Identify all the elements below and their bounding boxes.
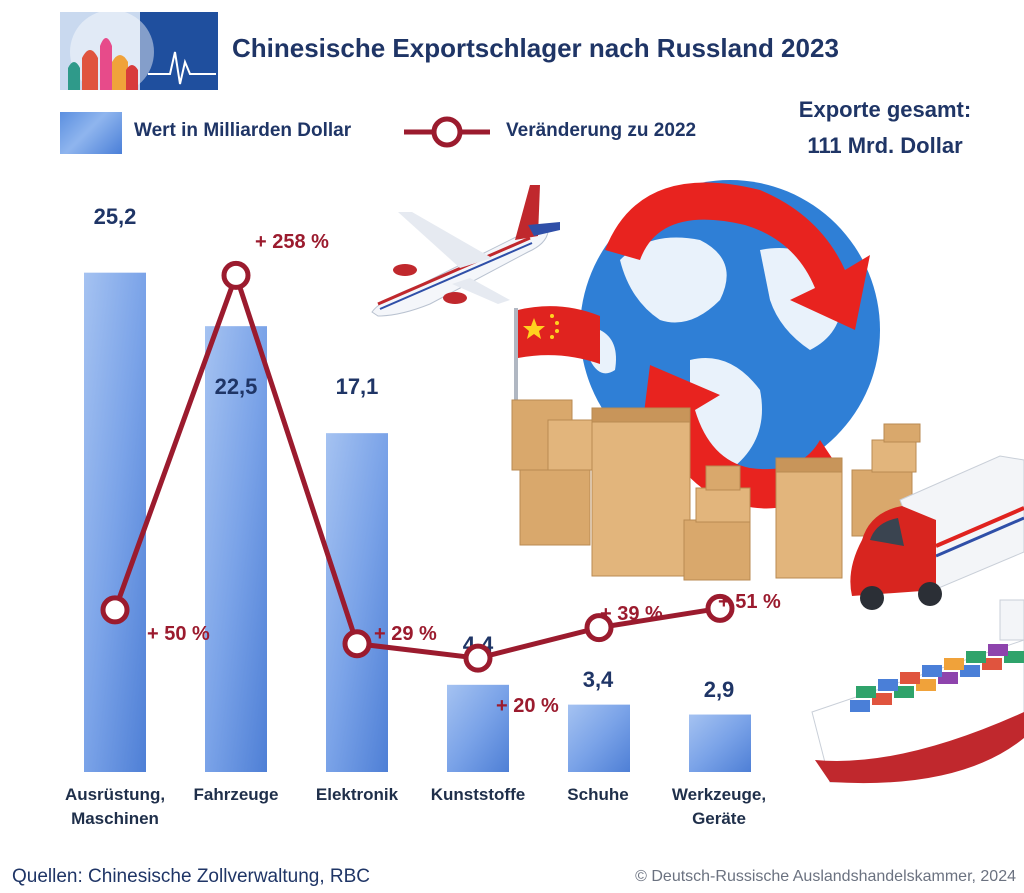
category-label: Werkzeuge, <box>672 785 766 804</box>
chart-title: Chinesische Exportschlager nach Russland… <box>232 33 839 63</box>
category-label: Schuhe <box>567 785 628 804</box>
legend-line-label: Veränderung zu 2022 <box>506 120 697 141</box>
legend-bar-swatch <box>60 112 122 154</box>
bar-value-label: 25,2 <box>94 204 137 229</box>
total-exports-label: Exporte gesamt: <box>798 97 972 122</box>
bar <box>84 272 146 772</box>
total-exports: Exporte gesamt: 111 Mrd. Dollar <box>780 92 990 164</box>
change-label: + 20 % <box>496 695 559 717</box>
category-label: Kunststoffe <box>431 785 525 804</box>
bar <box>326 433 388 772</box>
legend-bar-label: Wert in Milliarden Dollar <box>134 120 352 141</box>
change-point <box>100 595 130 625</box>
bar-value-label: 22,5 <box>215 374 258 399</box>
bar-value-label: 17,1 <box>336 374 379 399</box>
logo <box>60 12 218 90</box>
change-point <box>705 593 735 623</box>
change-label: + 51 % <box>718 591 781 613</box>
category-label: Geräte <box>692 809 746 828</box>
copyright-note: © Deutsch-Russische Auslandshandelskamme… <box>635 868 1016 885</box>
change-point <box>342 629 372 659</box>
bar <box>447 684 509 772</box>
bar <box>205 326 267 772</box>
source-note: Quellen: Chinesische Zollverwaltung, RBC <box>12 866 370 887</box>
change-line <box>112 272 721 661</box>
category-label: Ausrüstung, <box>65 785 165 804</box>
change-label: + 39 % <box>600 603 663 625</box>
category-label: Elektronik <box>316 785 399 804</box>
bar <box>689 714 751 772</box>
change-label: + 50 % <box>147 623 210 645</box>
change-label: + 258 % <box>255 231 329 253</box>
change-point <box>584 613 614 643</box>
category-label: Maschinen <box>71 809 159 828</box>
change-point <box>463 643 493 673</box>
total-exports-value: 111 Mrd. Dollar <box>807 133 963 158</box>
category-label: Fahrzeuge <box>193 785 278 804</box>
change-point <box>221 260 251 290</box>
bar-value-label: 3,4 <box>583 667 614 692</box>
bar <box>568 704 630 772</box>
legend-line-swatch <box>404 116 490 148</box>
bar-value-label: 2,9 <box>704 677 735 702</box>
change-label: + 29 % <box>374 623 437 645</box>
